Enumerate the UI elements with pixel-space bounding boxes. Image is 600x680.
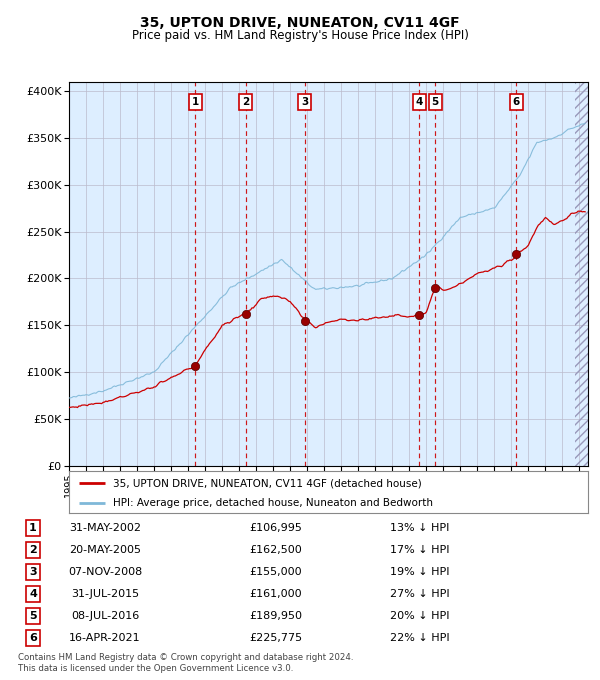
Text: 17% ↓ HPI: 17% ↓ HPI bbox=[390, 545, 450, 555]
Text: 31-MAY-2002: 31-MAY-2002 bbox=[69, 523, 141, 533]
Text: 08-JUL-2016: 08-JUL-2016 bbox=[71, 611, 139, 622]
Text: 19% ↓ HPI: 19% ↓ HPI bbox=[390, 567, 450, 577]
Text: 1: 1 bbox=[191, 97, 199, 107]
Text: 1: 1 bbox=[29, 523, 37, 533]
Text: 13% ↓ HPI: 13% ↓ HPI bbox=[391, 523, 449, 533]
Text: 35, UPTON DRIVE, NUNEATON, CV11 4GF: 35, UPTON DRIVE, NUNEATON, CV11 4GF bbox=[140, 16, 460, 30]
Text: 4: 4 bbox=[29, 589, 37, 599]
Text: £155,000: £155,000 bbox=[250, 567, 302, 577]
Text: 22% ↓ HPI: 22% ↓ HPI bbox=[390, 633, 450, 643]
Text: 31-JUL-2015: 31-JUL-2015 bbox=[71, 589, 139, 599]
Text: £162,500: £162,500 bbox=[250, 545, 302, 555]
Text: 20-MAY-2005: 20-MAY-2005 bbox=[69, 545, 141, 555]
Text: 4: 4 bbox=[416, 97, 423, 107]
Text: 35, UPTON DRIVE, NUNEATON, CV11 4GF (detached house): 35, UPTON DRIVE, NUNEATON, CV11 4GF (det… bbox=[113, 478, 422, 488]
Text: 07-NOV-2008: 07-NOV-2008 bbox=[68, 567, 142, 577]
Text: £189,950: £189,950 bbox=[250, 611, 302, 622]
Text: Price paid vs. HM Land Registry's House Price Index (HPI): Price paid vs. HM Land Registry's House … bbox=[131, 29, 469, 42]
Text: £225,775: £225,775 bbox=[250, 633, 302, 643]
Text: £161,000: £161,000 bbox=[250, 589, 302, 599]
Text: HPI: Average price, detached house, Nuneaton and Bedworth: HPI: Average price, detached house, Nune… bbox=[113, 498, 433, 508]
Text: 3: 3 bbox=[29, 567, 37, 577]
Text: 20% ↓ HPI: 20% ↓ HPI bbox=[390, 611, 450, 622]
Text: Contains HM Land Registry data © Crown copyright and database right 2024.: Contains HM Land Registry data © Crown c… bbox=[18, 653, 353, 662]
Text: 6: 6 bbox=[29, 633, 37, 643]
Text: 6: 6 bbox=[513, 97, 520, 107]
Text: £106,995: £106,995 bbox=[250, 523, 302, 533]
Text: 16-APR-2021: 16-APR-2021 bbox=[69, 633, 141, 643]
Text: 5: 5 bbox=[29, 611, 37, 622]
Text: 5: 5 bbox=[431, 97, 439, 107]
Text: This data is licensed under the Open Government Licence v3.0.: This data is licensed under the Open Gov… bbox=[18, 664, 293, 673]
Text: 2: 2 bbox=[29, 545, 37, 555]
Text: 3: 3 bbox=[301, 97, 308, 107]
Text: 2: 2 bbox=[242, 97, 249, 107]
Text: 27% ↓ HPI: 27% ↓ HPI bbox=[390, 589, 450, 599]
